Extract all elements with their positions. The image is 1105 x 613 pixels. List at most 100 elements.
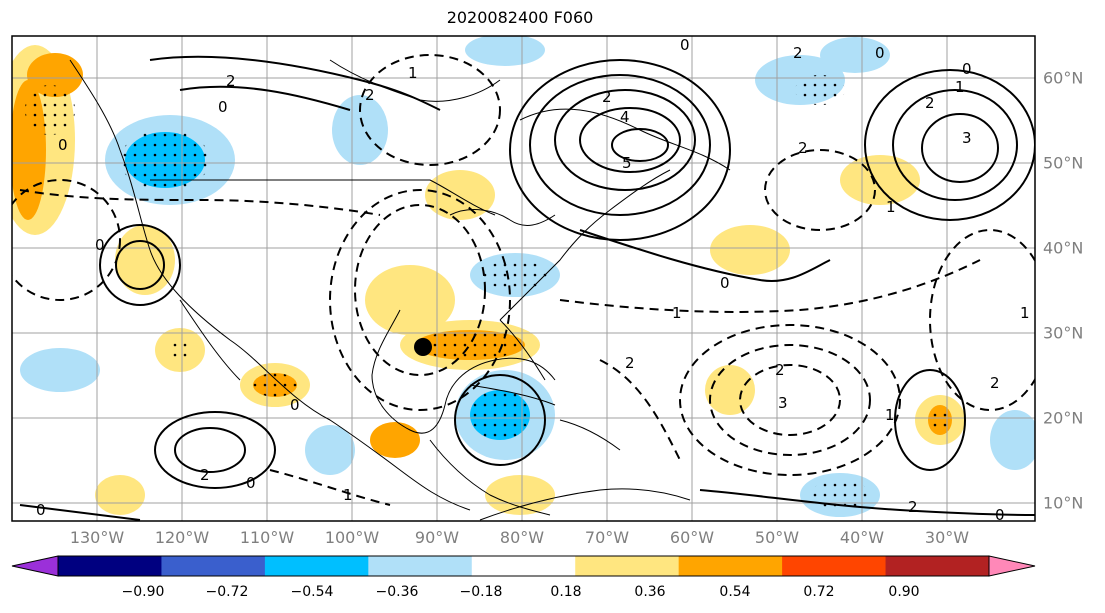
colorbar-segment	[885, 556, 990, 576]
lon-label: 50°W	[754, 528, 800, 547]
shade-patch	[332, 95, 388, 165]
contour-label: 1	[343, 486, 353, 504]
lon-label: 130°W	[69, 528, 125, 547]
storm-center-marker	[414, 338, 432, 356]
contour-label: 1	[955, 78, 965, 96]
central-america-coast	[429, 439, 551, 516]
contour-line	[179, 85, 351, 111]
contour-label: 1	[1020, 304, 1030, 322]
stipple-patch	[168, 338, 192, 362]
contour-line	[359, 54, 501, 166]
colorbar-tick-label: 0.18	[550, 584, 582, 600]
colorbar-segment	[161, 556, 266, 576]
colorbar-frame	[57, 555, 990, 577]
contour-line	[864, 69, 1035, 221]
florida-peninsula	[499, 319, 546, 381]
cuba-island	[469, 384, 556, 406]
shade-patch	[370, 422, 420, 458]
lon-label: 110°W	[239, 528, 295, 547]
lat-label: 30°N	[1043, 323, 1084, 343]
contour-label: 2	[602, 88, 612, 106]
contour-line	[149, 55, 441, 111]
lat-label: 50°N	[1043, 153, 1084, 173]
contour-line	[174, 427, 246, 473]
contour-line	[529, 74, 711, 216]
contour-label: 0	[875, 44, 885, 62]
stipple-patch	[795, 75, 845, 105]
contour-line	[19, 189, 381, 216]
contour-label: 2	[793, 44, 803, 62]
colorbar-tick-label: −0.72	[205, 584, 249, 600]
shade-patch	[425, 170, 495, 220]
shade-patch	[365, 265, 455, 335]
contour-label: 5	[622, 154, 632, 172]
map-title: 2020082400 F060	[446, 8, 594, 27]
shade-patch	[95, 475, 145, 515]
stipple-patch	[420, 330, 520, 360]
lat-label: 60°N	[1043, 68, 1084, 88]
shade-patch	[20, 348, 100, 392]
contour-line	[921, 113, 999, 183]
shade-patch	[840, 155, 920, 205]
colorbar-extend-high	[988, 555, 1036, 577]
colorbar-segment	[782, 556, 887, 576]
contour-label: 1	[408, 64, 418, 82]
contour-line	[554, 89, 696, 191]
contour-line	[579, 229, 831, 282]
north-america-west-coast	[69, 59, 471, 511]
contour-line	[679, 324, 901, 476]
contour-line	[19, 504, 141, 521]
stipple-patch	[253, 373, 297, 397]
contour-label: 2	[200, 466, 210, 484]
contour-label: 0	[290, 396, 300, 414]
lat-label: 40°N	[1043, 238, 1084, 258]
contour-line	[892, 89, 1018, 201]
colorbar-segment	[678, 556, 783, 576]
contour-line	[611, 128, 669, 162]
colorbar-segment	[58, 556, 162, 576]
colorbar-tick-label: −0.36	[375, 584, 419, 600]
colorbar-segment	[368, 556, 473, 576]
colorbar-segment	[471, 556, 576, 576]
contour-label: 0	[58, 136, 68, 154]
colorbar-segment	[575, 556, 680, 576]
contour-line	[269, 469, 391, 506]
contour-label: 1	[885, 406, 895, 424]
south-america-north-coast	[479, 488, 691, 521]
contour-label: 2	[775, 361, 785, 379]
lat-label: 20°N	[1043, 408, 1084, 428]
contour-line	[115, 240, 165, 290]
colorbar-extend-low	[11, 555, 59, 577]
contour-line	[739, 364, 841, 436]
stipple-patch	[480, 261, 550, 289]
colorbar-segment	[264, 556, 369, 576]
colorbar-tick-label: −0.54	[290, 584, 334, 600]
lon-label: 40°W	[839, 528, 885, 547]
contour-line	[709, 344, 871, 456]
contour-label: 1	[886, 198, 896, 216]
baja-california	[179, 299, 241, 381]
great-lakes	[449, 209, 556, 226]
contour-label: 2	[798, 139, 808, 157]
contour-label: 0	[962, 60, 972, 78]
colorbar-tick-label: −0.18	[459, 584, 503, 600]
positive-contours	[19, 55, 1035, 521]
stipple-patch	[25, 85, 75, 135]
contour-line	[509, 59, 731, 241]
contour-label: 2	[226, 72, 236, 90]
contour-label: 2	[625, 354, 635, 372]
contour-line	[454, 374, 546, 466]
contour-line	[354, 204, 486, 376]
contour-label: 1	[672, 304, 682, 322]
contour-label: 0	[36, 501, 46, 519]
colorbar-tick-label: 0.54	[719, 584, 751, 600]
lon-label: 90°W	[414, 528, 460, 547]
contour-label: 3	[962, 129, 972, 147]
lat-label: 10°N	[1043, 493, 1084, 513]
shade-patch	[710, 225, 790, 275]
coastlines	[69, 59, 731, 521]
stipple-patch	[930, 406, 950, 434]
contour-label: 0	[95, 236, 105, 254]
map-frame	[11, 35, 1036, 522]
